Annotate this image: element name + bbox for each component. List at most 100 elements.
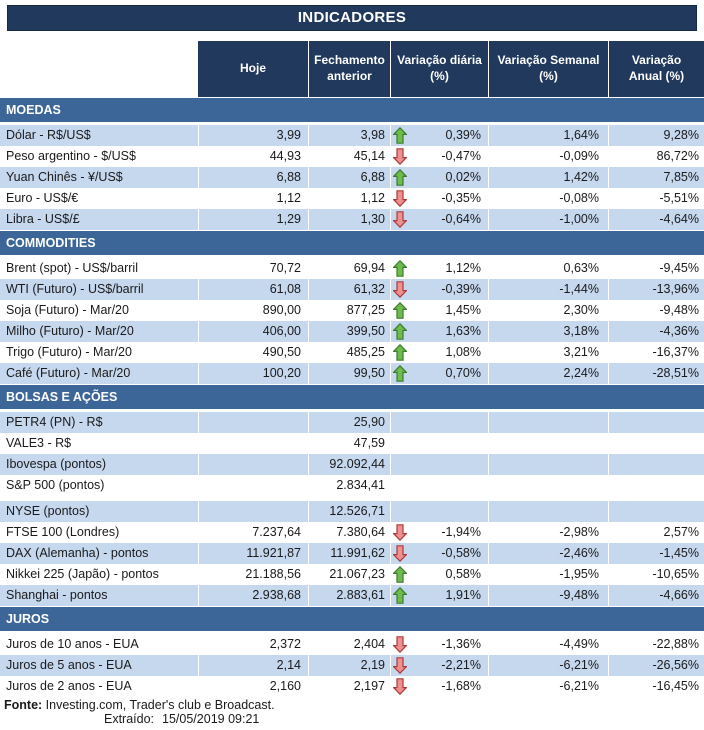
cell-var-semanal: [488, 501, 608, 522]
cell-var-diaria: -1,94%: [390, 522, 488, 543]
cell-var-diaria: -0,58%: [390, 543, 488, 564]
column-header-spacer: [0, 41, 198, 97]
cell-var-semanal: -6,21%: [488, 676, 608, 697]
cell-hoje: 406,00: [198, 321, 308, 342]
cell-var-anual: [608, 454, 704, 475]
cell-fechamento: 2.883,61: [308, 585, 390, 606]
column-header-hoje: Hoje: [198, 41, 308, 97]
cell-fechamento: 2,197: [308, 676, 390, 697]
cell-fechamento: 99,50: [308, 363, 390, 384]
cell-label: Juros de 5 anos - EUA: [6, 658, 132, 672]
cell-var-anual: [608, 412, 704, 433]
cell-var-anual: 9,28%: [608, 125, 704, 146]
table-row: VALE3 - R$ 47,59: [0, 433, 704, 454]
table-row: Soja (Futuro) - Mar/20 890,00 877,25 1,45% 2…: [0, 300, 704, 321]
cell-hoje: [198, 475, 308, 496]
indicators-report: INDICADORES Hoje Fechamento anterior Var…: [0, 5, 704, 726]
cell-label: DAX (Alemanha) - pontos: [6, 546, 149, 560]
arrow-up-icon: [393, 127, 407, 144]
cell-fechamento: 399,50: [308, 321, 390, 342]
table-row: Juros de 5 anos - EUA 2,14 2,19 -2,21% -6,21…: [0, 655, 704, 676]
cell-var-semanal: -0,08%: [488, 188, 608, 209]
cell-var-anual: -9,45%: [608, 258, 704, 279]
cell-label: Café (Futuro) - Mar/20: [6, 366, 131, 380]
cell-hoje: 3,99: [198, 125, 308, 146]
cell-fechamento: 25,90: [308, 412, 390, 433]
arrow-up-icon: [393, 344, 407, 361]
arrow-down-icon: [393, 190, 407, 207]
cell-var-diaria: 1,12%: [390, 258, 488, 279]
source-text: Investing.com, Trader's club e Broadcast…: [42, 698, 275, 712]
arrow-up-icon: [393, 302, 407, 319]
arrow-down-icon: [393, 281, 407, 298]
cell-fechamento: 2,19: [308, 655, 390, 676]
cell-fechamento: 1,12: [308, 188, 390, 209]
table-row: Shanghai - pontos 2.938,68 2.883,61 1,91% -9…: [0, 585, 704, 606]
cell-var-semanal: -1,44%: [488, 279, 608, 300]
cell-hoje: 21.188,56: [198, 564, 308, 585]
column-header-fechamento: Fechamento anterior: [308, 41, 390, 97]
cell-label: Brent (spot) - US$/barril: [6, 261, 138, 275]
cell-fechamento: 877,25: [308, 300, 390, 321]
cell-var-semanal: 2,30%: [488, 300, 608, 321]
cell-var-diaria: 0,02%: [390, 167, 488, 188]
cell-var-anual: -4,66%: [608, 585, 704, 606]
arrow-down-icon: [393, 524, 407, 541]
cell-var-semanal: 1,64%: [488, 125, 608, 146]
cell-var-diaria: -1,36%: [390, 634, 488, 655]
table-row: Ibovespa (pontos) 92.092,44: [0, 454, 704, 475]
cell-label: Peso argentino - $/US$: [6, 149, 136, 163]
cell-hoje: [198, 433, 308, 454]
table-row: Juros de 10 anos - EUA 2,372 2,404 -1,36% -4…: [0, 634, 704, 655]
cell-var-semanal: [488, 433, 608, 454]
cell-var-anual: [608, 501, 704, 522]
table-row: S&P 500 (pontos) 2.834,41: [0, 475, 704, 496]
cell-var-semanal: 3,18%: [488, 321, 608, 342]
cell-label: Shanghai - pontos: [6, 588, 108, 602]
cell-var-diaria: [390, 412, 488, 433]
cell-label: Yuan Chinês - ¥/US$: [6, 170, 123, 184]
cell-label: Soja (Futuro) - Mar/20: [6, 303, 129, 317]
cell-var-semanal: -4,49%: [488, 634, 608, 655]
cell-label: Juros de 2 anos - EUA: [6, 679, 132, 693]
cell-var-anual: -4,36%: [608, 321, 704, 342]
cell-var-diaria: [390, 475, 488, 496]
cell-var-semanal: 0,63%: [488, 258, 608, 279]
arrow-down-icon: [393, 678, 407, 695]
cell-label: FTSE 100 (Londres): [6, 525, 120, 539]
cell-var-diaria: [390, 501, 488, 522]
cell-var-anual: 2,57%: [608, 522, 704, 543]
cell-var-anual: -22,88%: [608, 634, 704, 655]
column-header-variacao-diaria: Variação diária (%): [390, 41, 488, 97]
cell-hoje: 2,160: [198, 676, 308, 697]
arrow-down-icon: [393, 636, 407, 653]
cell-hoje: 7.237,64: [198, 522, 308, 543]
cell-label: WTI (Futuro) - US$/barril: [6, 282, 144, 296]
cell-var-semanal: -0,09%: [488, 146, 608, 167]
arrow-down-icon: [393, 657, 407, 674]
cell-fechamento: 7.380,64: [308, 522, 390, 543]
cell-var-semanal: 3,21%: [488, 342, 608, 363]
table-row: Libra - US$/£ 1,29 1,30 -0,64% -1,00% -4,64%: [0, 209, 704, 230]
extracted-label: Extraído:: [104, 712, 155, 726]
cell-fechamento: 69,94: [308, 258, 390, 279]
cell-var-semanal: 2,24%: [488, 363, 608, 384]
cell-label: Juros de 10 anos - EUA: [6, 637, 139, 651]
cell-var-anual: -13,96%: [608, 279, 704, 300]
cell-label: S&P 500 (pontos): [6, 478, 105, 492]
table-row: DAX (Alemanha) - pontos 11.921,87 11.991,6…: [0, 543, 704, 564]
table-row: Dólar - R$/US$ 3,99 3,98 0,39% 1,64% 9,28%: [0, 125, 704, 146]
cell-hoje: 2,14: [198, 655, 308, 676]
cell-fechamento: 12.526,71: [308, 501, 390, 522]
cell-var-diaria: 0,39%: [390, 125, 488, 146]
cell-hoje: 2,372: [198, 634, 308, 655]
table-row: Milho (Futuro) - Mar/20 406,00 399,50 1,63%…: [0, 321, 704, 342]
cell-hoje: 100,20: [198, 363, 308, 384]
cell-var-semanal: [488, 454, 608, 475]
cell-var-semanal: -2,98%: [488, 522, 608, 543]
table-row: Peso argentino - $/US$ 44,93 45,14 -0,47% -0…: [0, 146, 704, 167]
cell-var-diaria: -0,35%: [390, 188, 488, 209]
cell-hoje: 11.921,87: [198, 543, 308, 564]
cell-label: Nikkei 225 (Japão) - pontos: [6, 567, 159, 581]
indicators-table: MOEDAS Dólar - R$/US$ 3,99 3,98 0,39% 1,64% 9,…: [0, 98, 704, 697]
